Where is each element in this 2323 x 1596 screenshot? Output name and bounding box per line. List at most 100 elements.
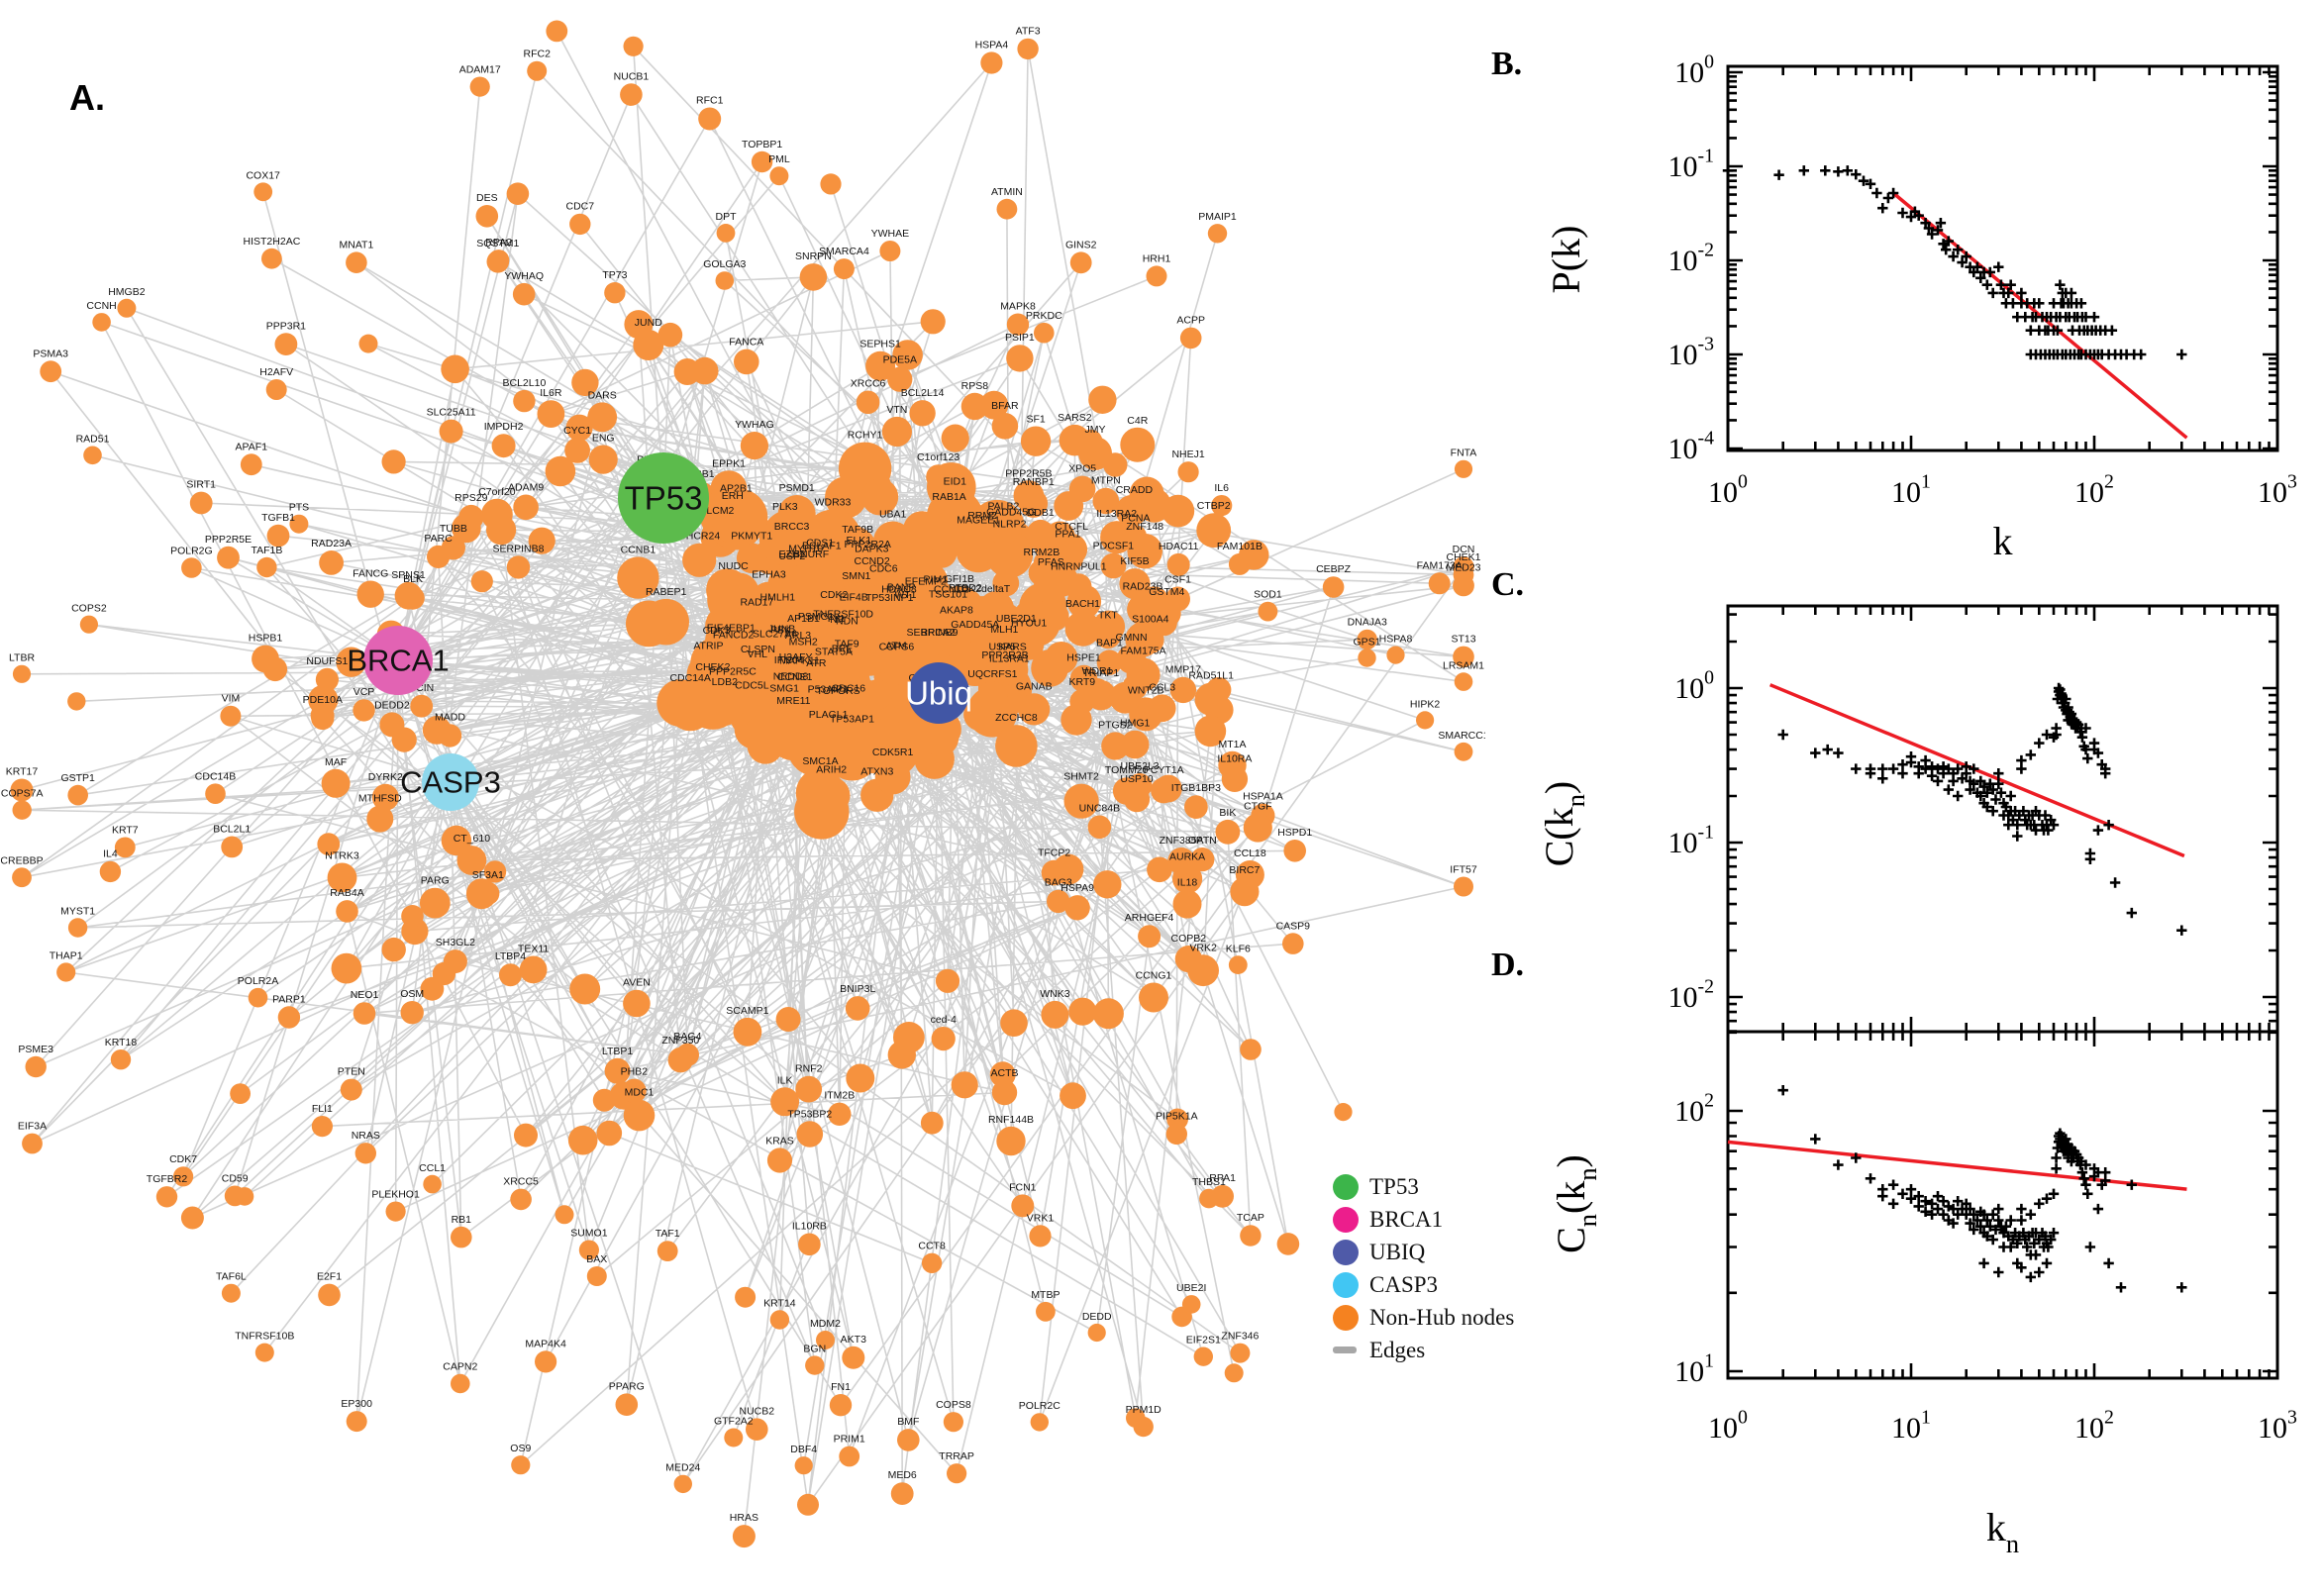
- network-node: [565, 414, 593, 442]
- x-axis-label: kn: [1986, 1505, 2019, 1558]
- network-node: [1068, 475, 1096, 503]
- network-node: [1166, 1108, 1188, 1131]
- network-node: [571, 368, 599, 397]
- gene-label: HSPE1: [1066, 652, 1101, 664]
- gene-label: PTS: [289, 502, 309, 514]
- gene-label: EPHA3: [752, 569, 786, 581]
- gene-label: VRK1: [1027, 1212, 1055, 1224]
- network-node-labels: USF2 LCM2 CDC6 COPS6 CCND2 CCNB1 CDK3 PTBD2 WDR3…: [0, 26, 1485, 1525]
- gene-label: BFAR: [991, 400, 1019, 412]
- network-node: [401, 905, 424, 928]
- gene-label: DNAJA3: [1348, 617, 1387, 629]
- network-node: [996, 653, 1029, 686]
- gene-label: E2F1: [317, 1271, 342, 1283]
- network-node: [189, 491, 213, 515]
- gene-label: YWHAE: [871, 228, 910, 240]
- network-node: [470, 570, 493, 593]
- gene-label: DARS: [588, 389, 617, 401]
- network-node: [25, 1055, 47, 1078]
- network-node: [221, 1283, 241, 1303]
- gene-label: BACH1: [1065, 598, 1100, 610]
- network-node: [1123, 497, 1146, 520]
- gene-label: CT_610: [454, 833, 491, 845]
- gene-label: ZNF350: [661, 1035, 699, 1047]
- network-node: [354, 1143, 376, 1164]
- gene-label: PDE10A: [303, 694, 343, 706]
- legend-label: UBIQ: [1369, 1239, 1426, 1264]
- network-node: [512, 282, 536, 306]
- gene-label: TOPORS: [817, 685, 860, 697]
- network-node: [1276, 1233, 1300, 1255]
- gene-label: PSIP1: [1005, 332, 1035, 344]
- gene-label: BIRC7: [1229, 864, 1260, 876]
- gene-label: ARL3: [785, 630, 811, 642]
- gene-label: AP2B1: [720, 483, 753, 495]
- gene-label: NTRK3: [325, 849, 359, 861]
- network-node: [40, 360, 62, 383]
- network-node: [1139, 982, 1168, 1013]
- gene-label: C1orf123: [917, 451, 960, 463]
- network-node: [991, 413, 1019, 440]
- network-node: [596, 1120, 623, 1147]
- network-node: [319, 550, 344, 575]
- network-node: [1101, 732, 1130, 760]
- network-node: [828, 1102, 852, 1127]
- network-node: [1036, 1301, 1056, 1322]
- network-node: [10, 778, 34, 802]
- network-node: [592, 1088, 616, 1112]
- gene-label: GSTP1: [60, 772, 95, 784]
- gene-label: HDAC8: [881, 584, 917, 596]
- gene-label: GOLGA3: [703, 258, 746, 270]
- gene-label: HRAS: [730, 1512, 758, 1524]
- network-node: [358, 334, 378, 353]
- network-node: [1119, 568, 1151, 600]
- network-node: [735, 1286, 757, 1308]
- network-node: [12, 664, 32, 683]
- gene-label: TAF1: [656, 1228, 680, 1240]
- network-node: [798, 1233, 821, 1256]
- legend-label: TP53: [1369, 1173, 1419, 1199]
- gene-label: MED6: [888, 1469, 917, 1481]
- gene-label: UBE2L3: [1121, 760, 1160, 772]
- gene-label: PML: [768, 153, 790, 165]
- gene-label: FANCA: [729, 337, 763, 349]
- gene-label: IL10RB: [792, 1221, 827, 1233]
- gene-label: CDK5R1: [872, 747, 914, 758]
- network-node: [799, 515, 840, 554]
- gene-label: MMP17: [1165, 664, 1201, 676]
- network-node: [1064, 611, 1101, 647]
- gene-label: USP10: [1120, 773, 1153, 785]
- network-node: [22, 1133, 43, 1154]
- network-node: [1029, 1225, 1052, 1247]
- gene-label: RANBP1: [1013, 476, 1055, 488]
- network-node: [340, 1078, 362, 1101]
- network-node: [1124, 525, 1147, 548]
- y-axis-label: Cn(kn): [1549, 1154, 1602, 1253]
- gene-label: MLH1: [990, 624, 1018, 636]
- network-node: [1228, 955, 1248, 974]
- network-node: [1357, 629, 1377, 650]
- y-tick-label: 101: [1674, 1350, 1714, 1388]
- gene-label: DPT: [716, 211, 738, 223]
- gene-label: MYST1: [60, 905, 95, 917]
- network-node: [1228, 552, 1251, 575]
- gene-label: NEDD8: [773, 670, 809, 682]
- network-node: [511, 1455, 531, 1475]
- network-node: [1094, 622, 1122, 649]
- network-node: [1026, 519, 1055, 548]
- gene-label: SQSTM1: [476, 238, 519, 249]
- gene-label: TUBB: [440, 523, 467, 535]
- network-node: [856, 390, 880, 415]
- network-node: [1322, 576, 1345, 598]
- gene-label: MAF: [325, 756, 347, 768]
- gene-label: PPP2R5E: [205, 534, 252, 546]
- network-node: [992, 569, 1020, 597]
- hub-label-tp53: TP53: [625, 480, 703, 517]
- x-tick-label: 101: [1891, 1407, 1931, 1445]
- gene-label: FLI1: [312, 1103, 333, 1115]
- network-node: [506, 182, 530, 205]
- gene-label: ARHGEF4: [1125, 912, 1174, 924]
- gene-label: CAPN2: [443, 1361, 477, 1373]
- network-node: [441, 825, 472, 856]
- network-node: [353, 699, 375, 722]
